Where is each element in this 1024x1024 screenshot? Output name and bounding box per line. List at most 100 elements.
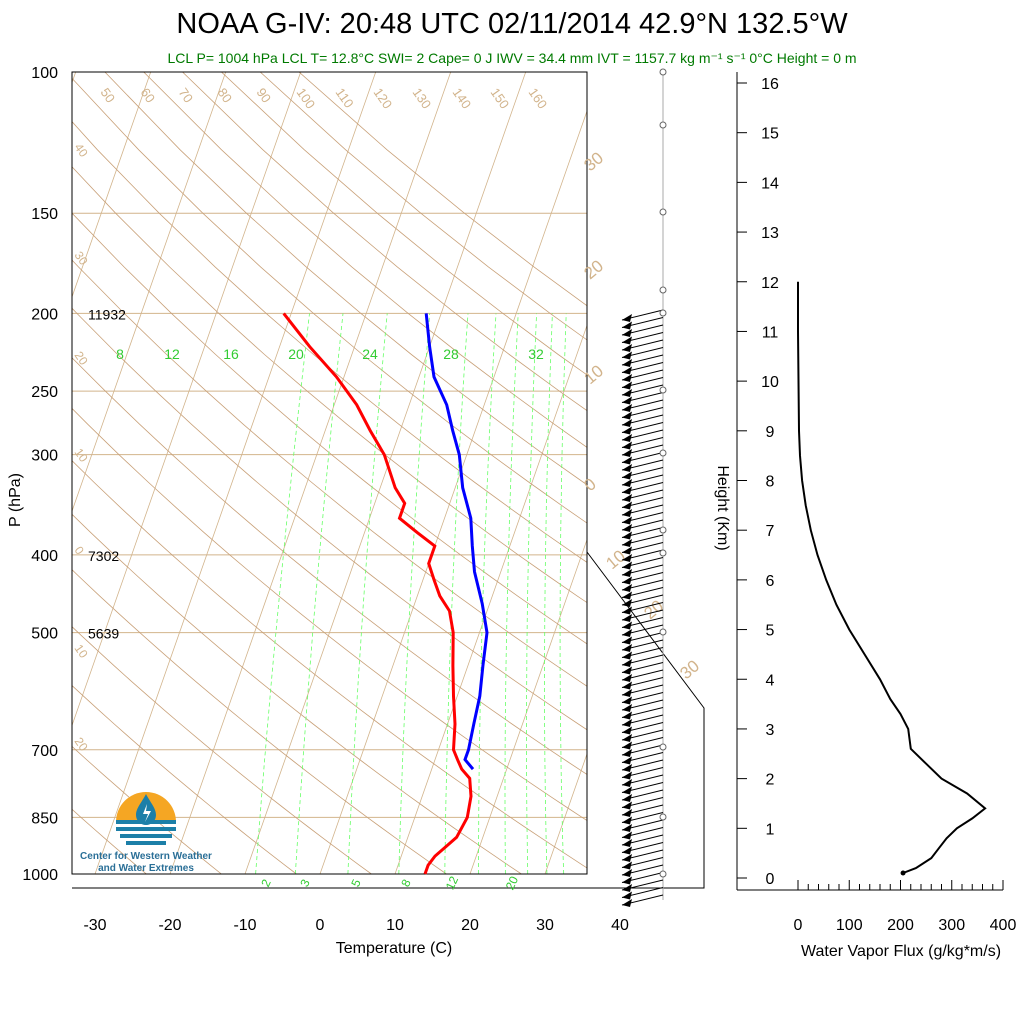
dry-adiabat-label: 150 bbox=[488, 85, 513, 111]
wind-barb-flag bbox=[622, 779, 632, 787]
dry-adiabat-line bbox=[143, 72, 587, 448]
wind-barb-flag bbox=[622, 644, 632, 652]
wind-barb-flag bbox=[622, 891, 632, 900]
temperature-tick-label: 0 bbox=[316, 917, 325, 934]
wind-barb-flag bbox=[622, 441, 632, 450]
height-tick-label: 1 bbox=[766, 821, 775, 838]
pressure-tick-label: 500 bbox=[31, 626, 58, 643]
wind-barb-flag bbox=[622, 584, 632, 592]
height-label: 5639 bbox=[88, 626, 119, 642]
wind-barb-flag bbox=[622, 869, 632, 877]
dry-adiabat-label: 140 bbox=[450, 85, 475, 111]
mixing-ratio-label: 12 bbox=[164, 346, 180, 362]
mixing-ratio-line bbox=[255, 313, 310, 874]
wind-barb-flag bbox=[622, 561, 632, 570]
dry-adiabat-label: 100 bbox=[294, 85, 319, 111]
dry-adiabat-label: 110 bbox=[333, 85, 357, 111]
wind-barb-flag bbox=[622, 674, 632, 682]
dry-adiabat-line bbox=[72, 685, 297, 874]
wind-barb-flag bbox=[622, 621, 632, 630]
dry-adiabat-label: 80 bbox=[215, 85, 236, 105]
skew-frame bbox=[71, 71, 588, 875]
flux-tick-label: 0 bbox=[794, 917, 803, 934]
wind-calm-marker bbox=[659, 526, 667, 534]
dry-adiabat-line bbox=[72, 357, 587, 775]
dry-adiabat-line bbox=[72, 569, 447, 874]
wind-barb-flag bbox=[622, 711, 632, 720]
wind-barb-flag bbox=[622, 666, 632, 675]
wind-barb-flag bbox=[622, 696, 632, 705]
wind-barb-flag bbox=[622, 366, 632, 375]
logo-text-line-2: and Water Extremes bbox=[98, 863, 194, 874]
mixing-ratio-line bbox=[398, 313, 431, 874]
isotherm-label: 30 bbox=[676, 656, 703, 683]
dry-adiabat-label: 130 bbox=[410, 85, 435, 111]
isotherm-label: 10 bbox=[580, 361, 607, 388]
pressure-tick-label: 200 bbox=[31, 306, 58, 323]
wind-barb-flag bbox=[622, 569, 632, 577]
wind-barb-flag bbox=[622, 786, 632, 795]
dry-adiabat-line bbox=[72, 513, 522, 874]
isotherm-label: 20 bbox=[72, 735, 91, 754]
wind-barb-flag bbox=[622, 726, 632, 735]
wind-barb-flag bbox=[622, 846, 632, 855]
dry-adiabat-line bbox=[72, 460, 587, 869]
mixing-ratio-line bbox=[295, 313, 344, 874]
wind-calm-marker bbox=[659, 628, 667, 636]
wind-barb-flag bbox=[622, 816, 632, 825]
wind-barb-flag bbox=[622, 794, 632, 802]
dry-adiabat-line bbox=[182, 72, 587, 412]
wind-barb-flag bbox=[622, 314, 632, 322]
isotherm-label: 10 bbox=[72, 446, 91, 465]
mixing-ratio-label: 5 bbox=[348, 877, 364, 889]
dry-adiabat-label: 120 bbox=[371, 85, 396, 111]
wind-barb-flag bbox=[622, 659, 632, 667]
dry-adiabat-line bbox=[221, 72, 587, 376]
mixing-ratio-line bbox=[504, 313, 519, 874]
chart-subtitle: LCL P= 1004 hPa LCL T= 12.8°C SWI= 2 Cap… bbox=[167, 50, 857, 66]
wind-barb-flag bbox=[622, 704, 632, 712]
wind-barb-flag bbox=[622, 749, 632, 757]
wind-barb-flag bbox=[622, 531, 632, 540]
wind-barb-flag bbox=[622, 824, 632, 832]
isotherm-line bbox=[94, 72, 377, 874]
height-tick-label: 13 bbox=[761, 225, 779, 242]
isotherm-line bbox=[469, 538, 587, 874]
wind-calm-marker bbox=[659, 208, 667, 216]
mixing-ratio-label: 12 bbox=[443, 874, 461, 892]
temperature-tick-label: -20 bbox=[158, 917, 181, 934]
wind-barb-flag bbox=[622, 396, 632, 405]
wind-calm-marker bbox=[659, 309, 667, 317]
dry-adiabat-line bbox=[72, 77, 587, 524]
isotherm-label: 40 bbox=[72, 141, 91, 160]
dry-adiabat-label: 90 bbox=[254, 85, 275, 105]
wind-calm-marker bbox=[659, 386, 667, 394]
mixing-ratio-line bbox=[526, 313, 537, 874]
mixing-ratio-line bbox=[347, 313, 388, 874]
wind-barb-flag bbox=[622, 546, 632, 555]
isotherm-label: 20 bbox=[72, 349, 91, 368]
wind-barb-flag bbox=[622, 884, 632, 892]
mixing-ratio-label: 8 bbox=[398, 877, 414, 889]
wind-barb-flag bbox=[622, 899, 632, 907]
height-tick-label: 11 bbox=[762, 324, 779, 341]
wind-barb-flag bbox=[622, 614, 632, 622]
wind-barb-flag bbox=[622, 351, 632, 360]
temperature-tick-label: -30 bbox=[83, 917, 106, 934]
wind-barb-flag bbox=[622, 464, 632, 472]
height-label: 11932 bbox=[88, 306, 126, 322]
wind-barb-flag bbox=[622, 419, 632, 427]
isotherm-line bbox=[72, 72, 227, 513]
dry-adiabat-line bbox=[104, 72, 587, 486]
wind-barb-flag bbox=[622, 756, 632, 765]
wind-barb-flag bbox=[622, 764, 632, 772]
temperature-series-line bbox=[282, 312, 473, 875]
height-tick-label: 4 bbox=[766, 672, 775, 689]
wind-barb-flag bbox=[622, 831, 632, 840]
dry-adiabat-line bbox=[72, 808, 147, 874]
dry-adiabat-label: 50 bbox=[98, 85, 119, 105]
wind-calm-marker bbox=[659, 286, 667, 294]
dry-adiabat-line bbox=[72, 407, 587, 822]
dry-adiabat-label: 70 bbox=[176, 85, 197, 105]
height-tick-label: 2 bbox=[766, 772, 775, 789]
